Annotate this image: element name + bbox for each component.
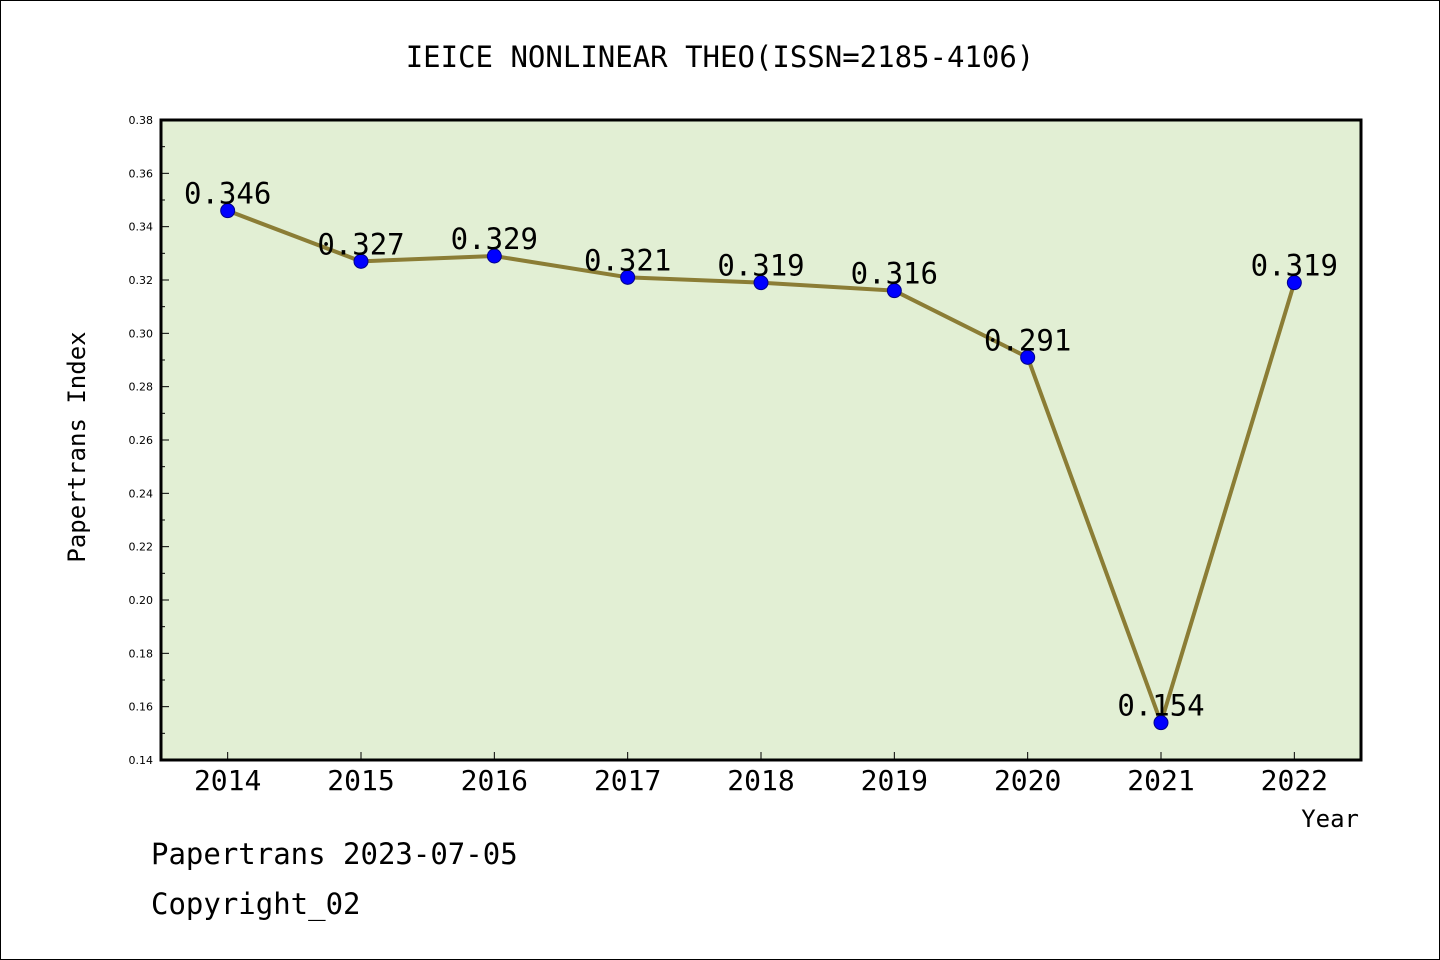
y-tick-label: 0.26 (129, 434, 154, 447)
x-axis: 2014 2015 2016 2017 2018 2019 2020 2021 2022 (194, 752, 1328, 797)
data-label: 0.327 (317, 227, 404, 261)
y-tick-label: 0.30 (129, 327, 154, 340)
x-tick-label: 2016 (461, 764, 528, 797)
data-label: 0.316 (851, 257, 938, 291)
y-tick-label: 0.16 (129, 701, 154, 714)
footer-copyright: Copyright_02 (151, 887, 361, 921)
y-tick-label: 0.22 (129, 541, 154, 554)
data-point (1286, 275, 1302, 291)
x-tick-label: 2014 (194, 764, 261, 797)
y-tick-label: 0.36 (129, 167, 154, 180)
data-point (620, 269, 636, 285)
data-point (1020, 349, 1036, 365)
data-label: 0.319 (1251, 249, 1338, 283)
y-tick-label: 0.28 (129, 381, 154, 394)
data-label: 0.319 (717, 249, 804, 283)
data-point (886, 283, 902, 299)
data-label: 0.291 (984, 323, 1071, 357)
data-point (220, 203, 236, 219)
data-point (1153, 715, 1169, 731)
y-tick-label: 0.32 (129, 274, 154, 287)
data-point (486, 248, 502, 264)
y-tick-label: 0.24 (129, 487, 154, 500)
data-label: 0.154 (1117, 689, 1204, 723)
x-tick-label: 2018 (727, 764, 794, 797)
y-tick-label: 0.20 (129, 594, 154, 607)
footer-source: Papertrans 2023-07-05 (151, 837, 518, 871)
data-label: 0.346 (184, 177, 271, 211)
y-axis-label: Papertrans Index (63, 331, 91, 562)
data-label: 0.321 (584, 243, 671, 277)
x-tick-label: 2020 (994, 764, 1061, 797)
x-axis-label: Year (1301, 805, 1359, 833)
plot-area (159, 118, 1363, 762)
y-tick-label: 0.34 (129, 221, 154, 234)
x-tick-label: 2021 (1127, 764, 1194, 797)
x-tick-label: 2017 (594, 764, 661, 797)
y-tick-label: 0.18 (129, 647, 154, 660)
data-point (753, 275, 769, 291)
data-label: 0.329 (451, 222, 538, 256)
y-axis: 0.14 0.16 0.18 0.20 0.22 0.24 0.26 0.28 0.30 0.32… (129, 114, 169, 767)
x-tick-label: 2015 (327, 764, 394, 797)
series-group: 0.346 0.327 0.329 0.321 0.319 0.316 0.291 0.154… (184, 177, 1338, 731)
x-tick-label: 2019 (861, 764, 928, 797)
y-tick-label: 0.38 (129, 114, 154, 127)
data-point (353, 253, 369, 269)
y-tick-label: 0.14 (129, 754, 154, 767)
chart-title: IEICE NONLINEAR THEO(ISSN=2185-4106) (406, 40, 1035, 74)
x-tick-label: 2022 (1261, 764, 1328, 797)
